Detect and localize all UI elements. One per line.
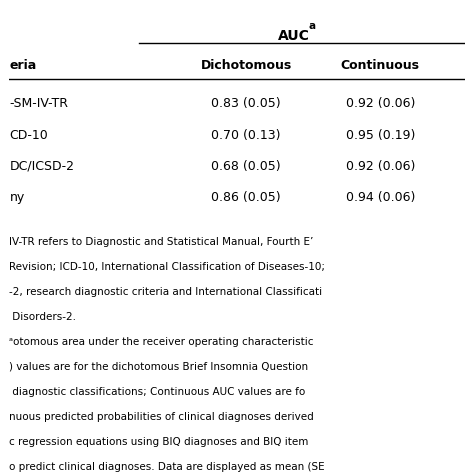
Text: 0.86 (0.05): 0.86 (0.05) [211, 191, 281, 204]
Text: ) values are for the dichotomous Brief Insomnia Question: ) values are for the dichotomous Brief I… [9, 362, 309, 372]
Text: ᵃotomous area under the receiver operating characteristic: ᵃotomous area under the receiver operati… [9, 337, 314, 346]
Text: 0.70 (0.13): 0.70 (0.13) [211, 128, 281, 142]
Text: 0.68 (0.05): 0.68 (0.05) [211, 160, 281, 173]
Text: 0.95 (0.19): 0.95 (0.19) [346, 128, 415, 142]
Text: Disorders-2.: Disorders-2. [9, 311, 76, 322]
Text: eria: eria [9, 59, 36, 73]
Text: 0.83 (0.05): 0.83 (0.05) [211, 97, 281, 110]
Text: 0.92 (0.06): 0.92 (0.06) [346, 160, 415, 173]
Text: diagnostic classifications; Continuous AUC values are fo: diagnostic classifications; Continuous A… [9, 387, 306, 397]
Text: Dichotomous: Dichotomous [201, 59, 292, 73]
Text: CD-10: CD-10 [9, 128, 48, 142]
Text: a: a [309, 21, 316, 31]
Text: 0.94 (0.06): 0.94 (0.06) [346, 191, 415, 204]
Text: -SM-IV-TR: -SM-IV-TR [9, 97, 68, 110]
Text: 0.92 (0.06): 0.92 (0.06) [346, 97, 415, 110]
Text: Revision; ICD-10, International Classification of Diseases-10;: Revision; ICD-10, International Classifi… [9, 262, 326, 272]
Text: Continuous: Continuous [341, 59, 420, 73]
Text: IV-TR refers to Diagnostic and Statistical Manual, Fourth E’: IV-TR refers to Diagnostic and Statistic… [9, 237, 314, 246]
Text: o predict clinical diagnoses. Data are displayed as mean (SE: o predict clinical diagnoses. Data are d… [9, 462, 325, 472]
Text: -2, research diagnostic criteria and International Classificati: -2, research diagnostic criteria and Int… [9, 287, 323, 297]
Text: c regression equations using BIQ diagnoses and BIQ item: c regression equations using BIQ diagnos… [9, 437, 309, 447]
Text: ny: ny [9, 191, 25, 204]
Text: nuous predicted probabilities of clinical diagnoses derived: nuous predicted probabilities of clinica… [9, 412, 314, 422]
Text: DC/ICSD-2: DC/ICSD-2 [9, 160, 74, 173]
Text: AUC: AUC [278, 29, 310, 43]
